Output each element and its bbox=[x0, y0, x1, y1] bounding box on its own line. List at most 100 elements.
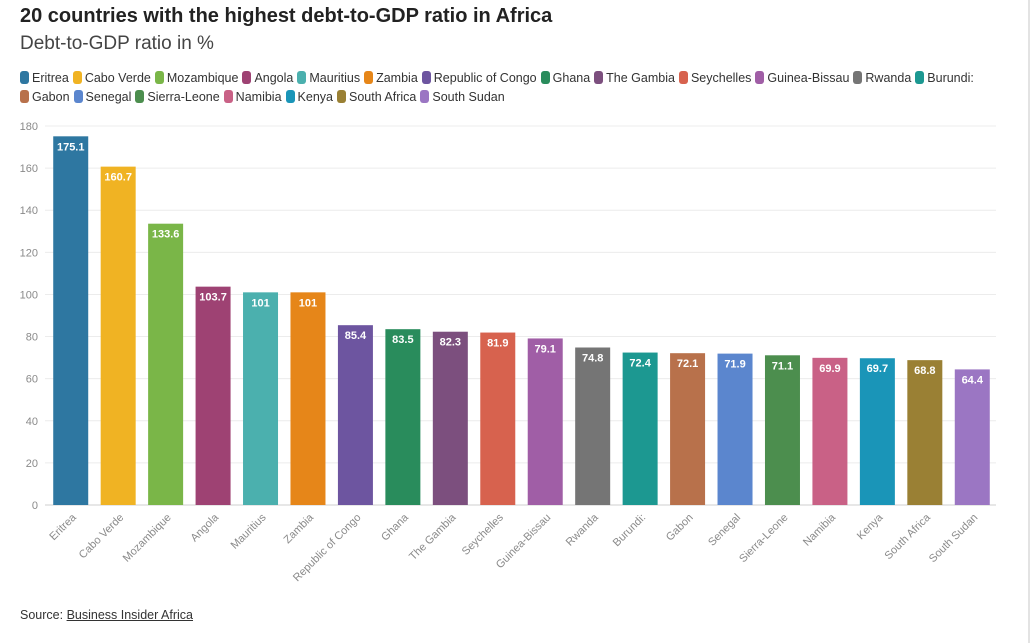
bar bbox=[954, 369, 990, 505]
legend-item: Angola bbox=[242, 69, 293, 88]
bar bbox=[290, 292, 326, 505]
legend-item: Zambia bbox=[364, 69, 418, 88]
legend-swatch bbox=[755, 71, 765, 84]
x-tick-label: Kenya bbox=[855, 511, 886, 542]
bar bbox=[812, 357, 848, 505]
legend-swatch bbox=[364, 71, 374, 84]
legend-label: Cabo Verde bbox=[84, 71, 151, 85]
y-tick-label: 180 bbox=[20, 121, 38, 133]
legend-item: Kenya bbox=[285, 88, 333, 107]
legend-item: Seychelles bbox=[678, 69, 751, 88]
x-tick-label: Seychelles bbox=[460, 511, 506, 557]
legend-label: Republic of Congo bbox=[433, 71, 537, 85]
legend-item: The Gambia bbox=[594, 69, 675, 88]
data-label: 175.1 bbox=[57, 141, 85, 153]
legend-swatch bbox=[72, 71, 82, 84]
legend-label: Senegal bbox=[85, 89, 132, 104]
bar bbox=[527, 338, 563, 505]
legend-swatch bbox=[336, 89, 346, 103]
x-tick-label: Eritrea bbox=[47, 511, 79, 543]
legend-label: Guinea-Bissau bbox=[767, 71, 850, 85]
legend-item: South Africa bbox=[336, 88, 417, 107]
legend-label: Mozambique bbox=[166, 71, 239, 85]
bar bbox=[148, 223, 184, 505]
y-tick-label: 20 bbox=[26, 458, 38, 470]
x-tick-label: Namibia bbox=[801, 511, 839, 549]
y-tick-label: 160 bbox=[20, 163, 38, 175]
bar bbox=[100, 166, 136, 506]
y-tick-label: 100 bbox=[20, 289, 38, 301]
x-tick-label: South Sudan bbox=[927, 512, 980, 565]
data-label: 101 bbox=[299, 297, 317, 309]
data-label: 71.1 bbox=[772, 360, 793, 372]
bar bbox=[622, 352, 658, 505]
legend-label: Angola bbox=[254, 71, 294, 85]
x-tick-label: Burundi: bbox=[611, 512, 648, 549]
legend-label: Sierra-Leone bbox=[147, 89, 220, 104]
legend-item: Burundi: bbox=[915, 69, 974, 88]
legend-label: Mauritius bbox=[309, 71, 361, 85]
bar bbox=[480, 332, 516, 505]
bar bbox=[859, 358, 895, 505]
legend-item: Rwanda bbox=[853, 69, 911, 88]
legend-swatch bbox=[242, 71, 252, 84]
legend-swatch bbox=[20, 89, 29, 103]
legend-swatch bbox=[135, 89, 145, 103]
legend-swatch bbox=[594, 71, 604, 84]
legend-item: Mozambique bbox=[154, 69, 239, 88]
legend-swatch bbox=[297, 71, 307, 84]
legend-label: Kenya bbox=[297, 89, 333, 104]
chart-legend: Eritrea Cabo Verde Mozambique Angola Mauriti… bbox=[20, 69, 1030, 106]
data-label: 85.4 bbox=[345, 330, 367, 342]
data-label: 82.3 bbox=[440, 337, 461, 349]
data-label: 81.9 bbox=[487, 338, 508, 350]
legend-swatch bbox=[20, 71, 29, 84]
legend-item: Guinea-Bissau bbox=[755, 69, 849, 88]
source-note: Source: Business Insider Africa bbox=[20, 608, 193, 622]
legend-label: Namibia bbox=[235, 89, 282, 104]
y-tick-label: 120 bbox=[20, 247, 38, 259]
data-label: 101 bbox=[251, 297, 269, 309]
data-label: 83.5 bbox=[392, 334, 413, 346]
legend-swatch bbox=[154, 71, 164, 84]
bar bbox=[337, 325, 373, 505]
y-tick-label: 40 bbox=[26, 416, 38, 428]
legend-swatch bbox=[678, 71, 688, 84]
legend-label: The Gambia bbox=[606, 71, 675, 85]
legend-swatch bbox=[285, 89, 295, 103]
legend-label: South Africa bbox=[348, 89, 417, 104]
data-label: 68.8 bbox=[914, 365, 935, 377]
legend-label: Eritrea bbox=[32, 71, 69, 85]
bar bbox=[717, 353, 753, 505]
bar bbox=[243, 292, 279, 505]
legend-item: Ghana bbox=[540, 69, 591, 88]
bar bbox=[764, 355, 800, 505]
bar bbox=[53, 136, 89, 506]
frame-edge bbox=[1028, 0, 1030, 643]
legend-item: Mauritius bbox=[297, 69, 360, 88]
legend-label: Gabon bbox=[32, 89, 70, 104]
bar-chart: 0 20 40 60 80 100 120 140 160 180 175.1 Eritrea 160.… bbox=[20, 121, 996, 584]
data-label: 133.6 bbox=[152, 229, 180, 241]
source-link[interactable]: Business Insider Africa bbox=[66, 608, 194, 622]
bar bbox=[670, 353, 706, 505]
data-label: 72.1 bbox=[677, 358, 698, 370]
x-tick-label: Gabon bbox=[664, 512, 696, 544]
x-tick-label: Rwanda bbox=[564, 511, 602, 549]
data-label: 74.8 bbox=[582, 353, 603, 365]
data-label: 103.7 bbox=[199, 292, 227, 304]
x-tick-label: Mauritius bbox=[229, 511, 269, 551]
y-tick-label: 60 bbox=[26, 374, 38, 386]
bar bbox=[195, 286, 231, 505]
legend-swatch bbox=[421, 71, 431, 84]
legend-item: Eritrea bbox=[20, 69, 69, 88]
x-tick-label: Zambia bbox=[282, 511, 317, 546]
data-label: 72.4 bbox=[629, 358, 651, 370]
chart-subtitle: Debt-to-GDP ratio in % bbox=[20, 33, 214, 54]
x-tick-label: Cabo Verde bbox=[77, 512, 127, 562]
legend-label: Zambia bbox=[376, 71, 418, 85]
legend-item: Sierra-Leone bbox=[135, 88, 220, 107]
legend-label: Ghana bbox=[552, 71, 591, 85]
legend-label: South Sudan bbox=[432, 89, 505, 104]
x-tick-label: Ghana bbox=[379, 511, 411, 543]
